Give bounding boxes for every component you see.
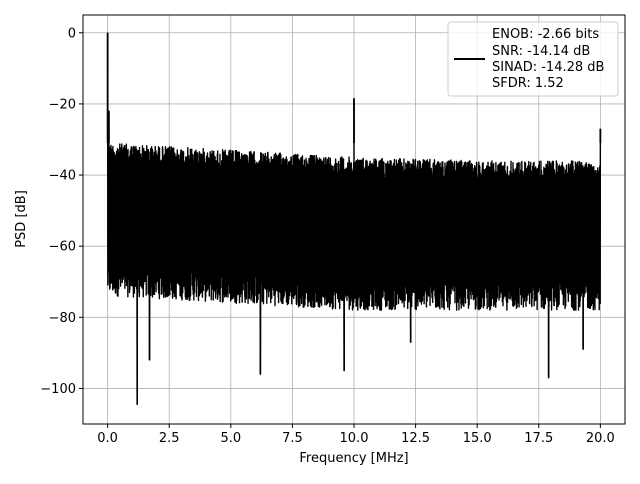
y-tick-label: −40 [49,169,76,184]
x-tick-label: 5.0 [220,431,241,446]
x-tick-label: 0.0 [97,431,118,446]
legend-sinad: SINAD: -14.28 dB [492,60,604,75]
x-tick-label: 15.0 [463,431,492,446]
series-psd [106,32,602,406]
y-tick-label: −20 [49,97,76,112]
x-tick-label: 20.0 [586,431,615,446]
legend-enob: ENOB: -2.66 bits [492,27,599,42]
legend-box [447,21,619,97]
x-axis-label: Frequency [MHz] [299,451,408,466]
y-tick-label: −100 [40,382,76,397]
legend-sfdr: SFDR: 1.52 [492,76,564,91]
y-axis-ticks: 0 −20 −40 −60 −80 −100 [40,26,83,397]
x-tick-label: 17.5 [524,431,553,446]
x-tick-label: 7.5 [282,431,303,446]
y-tick-label: 0 [68,26,76,41]
legend: ENOB: -2.66 bits SNR: -14.14 dB SINAD: -… [447,21,619,97]
legend-snr: SNR: -14.14 dB [492,44,590,59]
x-tick-label: 2.5 [159,431,180,446]
y-tick-label: −80 [49,311,76,326]
x-axis-ticks: 0.0 2.5 5.0 7.5 10.0 12.5 15.0 17.5 20.0 [97,424,615,446]
x-tick-label: 12.5 [401,431,430,446]
y-tick-label: −60 [49,240,76,255]
y-axis-label: PSD [dB] [14,190,29,248]
x-tick-label: 10.0 [340,431,369,446]
